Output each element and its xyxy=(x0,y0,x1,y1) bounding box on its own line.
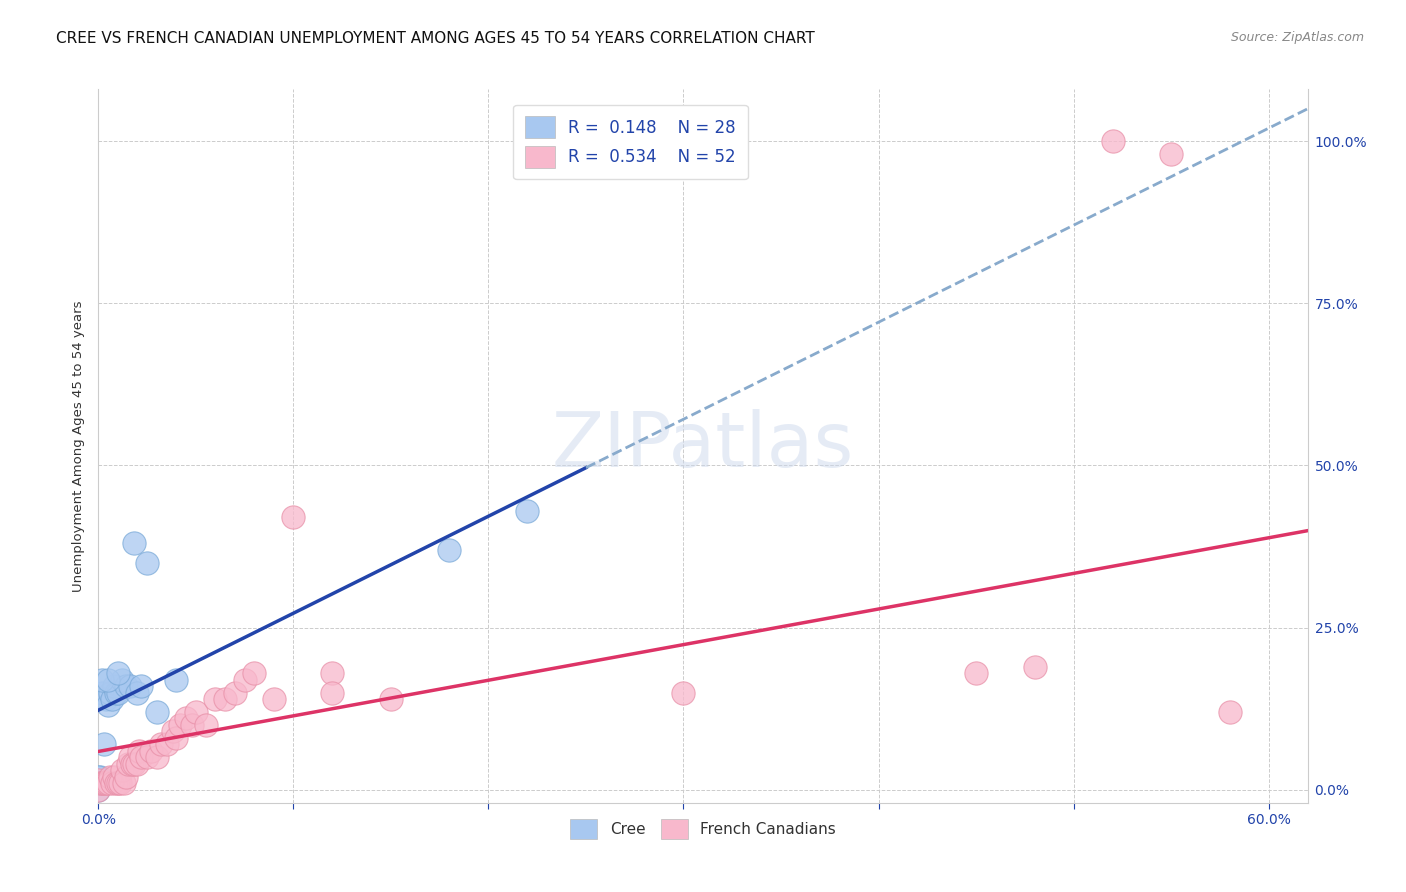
Point xyxy=(224,685,246,699)
Point xyxy=(96,776,118,790)
Point xyxy=(114,679,136,693)
Point xyxy=(111,673,134,687)
Y-axis label: Unemployment Among Ages 45 to 54 years: Unemployment Among Ages 45 to 54 years xyxy=(72,301,86,591)
Point xyxy=(127,756,149,771)
Text: ZIPatlas: ZIPatlas xyxy=(551,409,855,483)
Point xyxy=(162,724,184,739)
Point xyxy=(516,504,538,518)
Point xyxy=(131,679,153,693)
Point xyxy=(93,738,115,752)
Point xyxy=(121,756,143,771)
Point xyxy=(93,776,115,790)
Point xyxy=(204,692,226,706)
Point xyxy=(149,738,172,752)
Point xyxy=(97,673,120,687)
Point xyxy=(103,770,125,784)
Point xyxy=(108,776,131,790)
Point xyxy=(117,756,139,771)
Point xyxy=(1219,705,1241,719)
Point xyxy=(131,750,153,764)
Point xyxy=(243,666,266,681)
Point xyxy=(321,685,343,699)
Point xyxy=(165,731,187,745)
Point xyxy=(136,556,159,570)
Point xyxy=(89,770,111,784)
Point xyxy=(111,764,134,778)
Text: CREE VS FRENCH CANADIAN UNEMPLOYMENT AMONG AGES 45 TO 54 YEARS CORRELATION CHART: CREE VS FRENCH CANADIAN UNEMPLOYMENT AMO… xyxy=(56,31,815,46)
Point xyxy=(103,679,125,693)
Point xyxy=(91,685,114,699)
Point xyxy=(97,698,120,713)
Point xyxy=(101,692,124,706)
Point xyxy=(214,692,236,706)
Point xyxy=(136,750,159,764)
Point xyxy=(98,685,121,699)
Point xyxy=(91,776,114,790)
Point xyxy=(380,692,402,706)
Point xyxy=(118,679,141,693)
Point xyxy=(89,776,111,790)
Point xyxy=(156,738,179,752)
Point xyxy=(104,685,127,699)
Point xyxy=(89,776,111,790)
Point xyxy=(165,673,187,687)
Point xyxy=(194,718,217,732)
Point xyxy=(91,673,114,687)
Point xyxy=(98,770,121,784)
Point xyxy=(169,718,191,732)
Point xyxy=(96,692,118,706)
Point xyxy=(128,744,150,758)
Point xyxy=(184,705,207,719)
Point xyxy=(174,711,197,725)
Point xyxy=(87,770,110,784)
Point xyxy=(107,685,129,699)
Point xyxy=(233,673,256,687)
Point xyxy=(146,750,169,764)
Point xyxy=(107,666,129,681)
Point xyxy=(181,718,204,732)
Point xyxy=(283,510,305,524)
Point xyxy=(87,782,110,797)
Point xyxy=(1024,659,1046,673)
Point xyxy=(104,776,127,790)
Point xyxy=(1101,134,1123,148)
Point xyxy=(87,782,110,797)
Point xyxy=(118,750,141,764)
Point xyxy=(114,770,136,784)
Point xyxy=(89,776,111,790)
Point xyxy=(107,776,129,790)
Point xyxy=(87,773,110,788)
Point xyxy=(122,536,145,550)
Point xyxy=(439,542,461,557)
Point xyxy=(321,666,343,681)
Point xyxy=(101,776,124,790)
Point xyxy=(122,756,145,771)
Point xyxy=(672,685,695,699)
Point xyxy=(127,685,149,699)
Point xyxy=(965,666,987,681)
Text: Source: ZipAtlas.com: Source: ZipAtlas.com xyxy=(1230,31,1364,45)
Point xyxy=(263,692,285,706)
Point xyxy=(112,776,135,790)
Point xyxy=(146,705,169,719)
Legend: Cree, French Canadians: Cree, French Canadians xyxy=(564,814,842,845)
Point xyxy=(139,744,162,758)
Point xyxy=(97,776,120,790)
Point xyxy=(1160,147,1182,161)
